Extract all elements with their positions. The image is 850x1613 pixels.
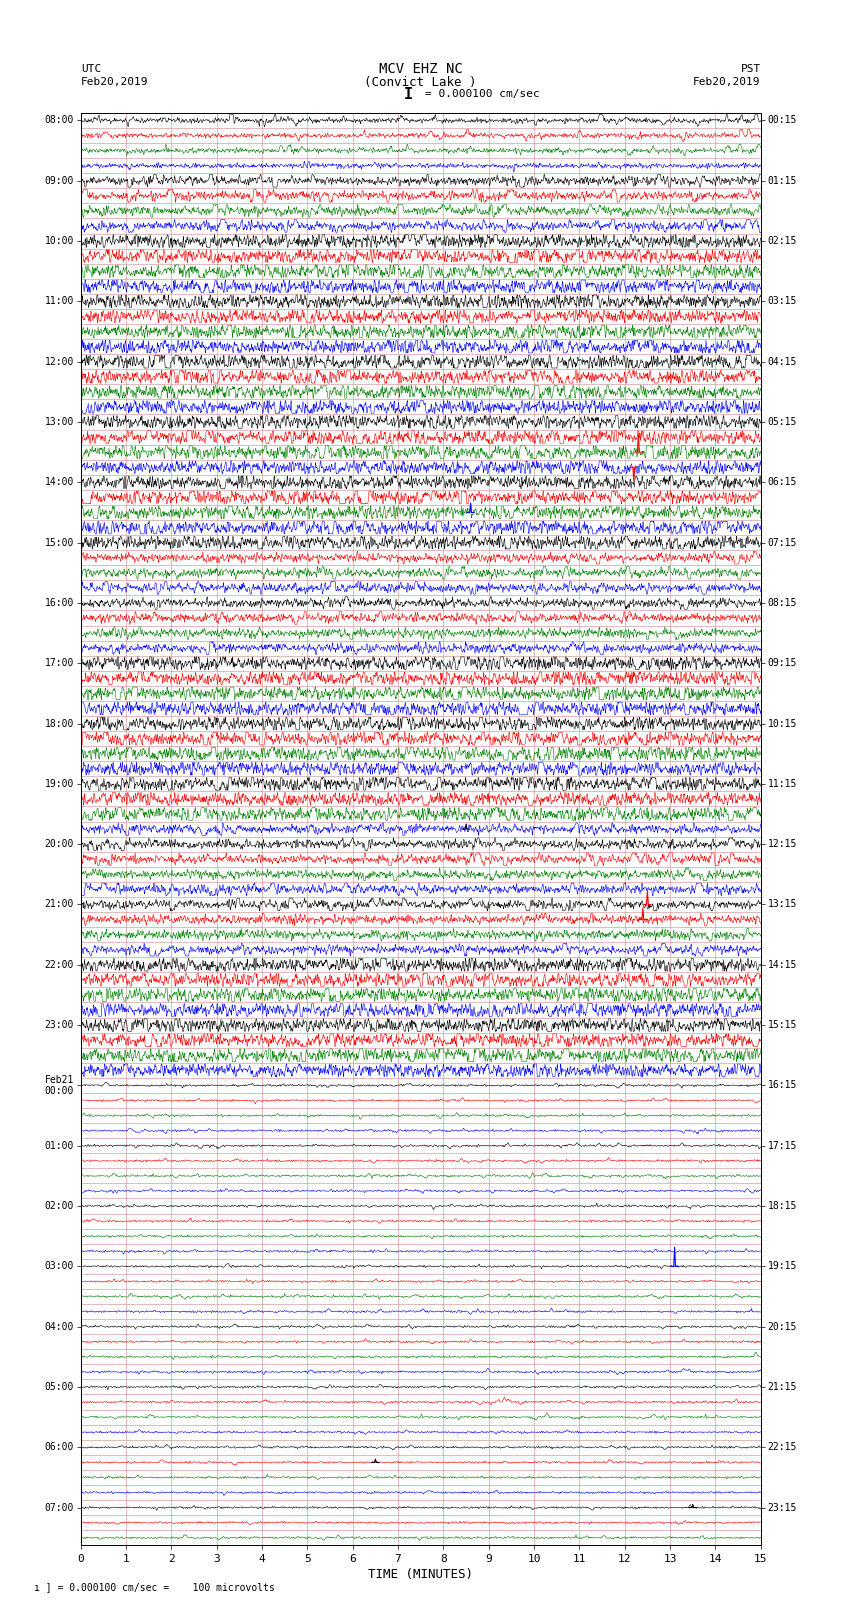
Text: = 0.000100 cm/sec: = 0.000100 cm/sec bbox=[425, 89, 540, 100]
Text: UTC: UTC bbox=[81, 63, 101, 74]
Text: (Convict Lake ): (Convict Lake ) bbox=[365, 76, 477, 89]
Text: I: I bbox=[404, 87, 412, 102]
Text: Feb20,2019: Feb20,2019 bbox=[81, 77, 148, 87]
Text: Feb20,2019: Feb20,2019 bbox=[694, 77, 761, 87]
Text: ı ] = 0.000100 cm/sec =    100 microvolts: ı ] = 0.000100 cm/sec = 100 microvolts bbox=[34, 1582, 275, 1592]
Text: MCV EHZ NC: MCV EHZ NC bbox=[379, 61, 462, 76]
X-axis label: TIME (MINUTES): TIME (MINUTES) bbox=[368, 1568, 473, 1581]
Text: PST: PST bbox=[740, 63, 761, 74]
